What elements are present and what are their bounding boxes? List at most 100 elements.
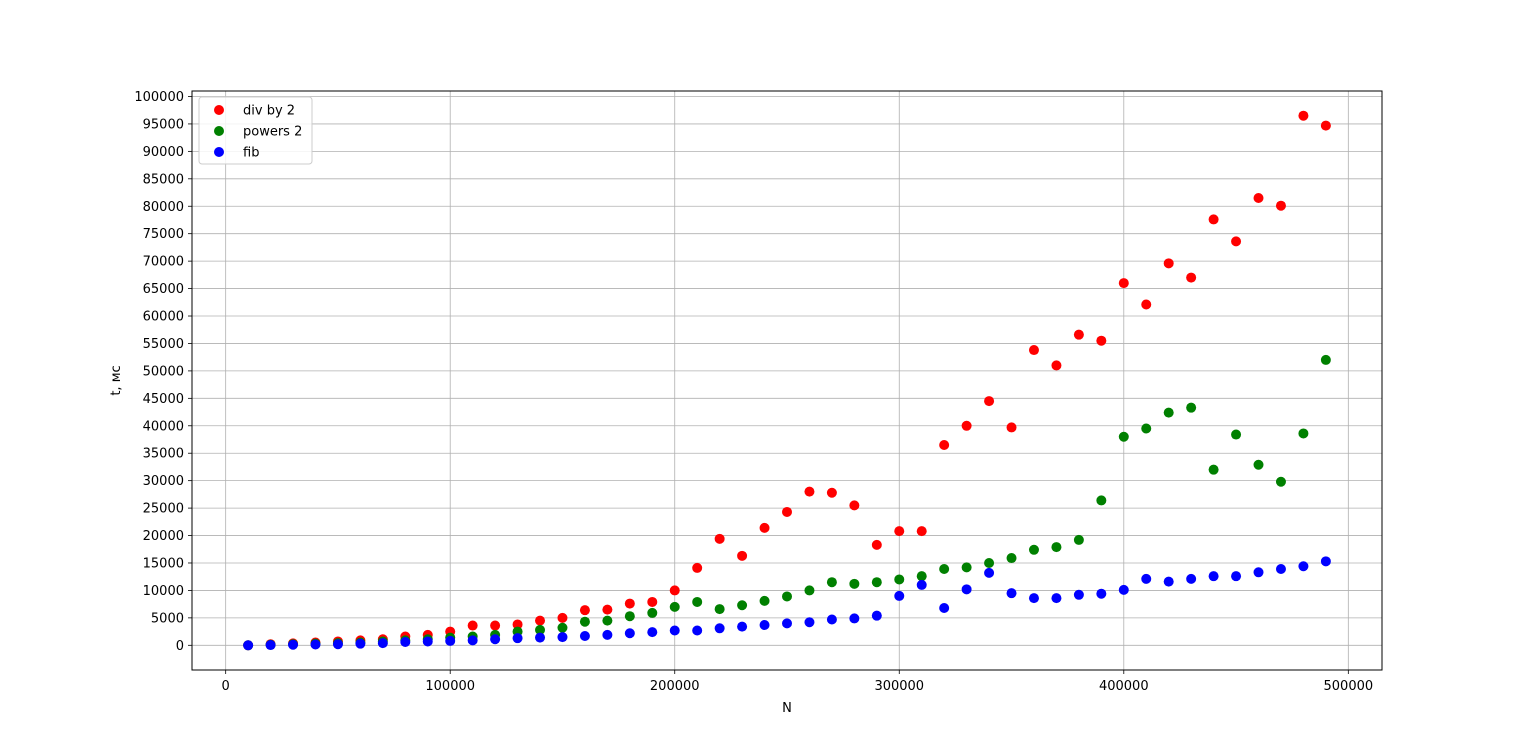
data-point [535, 632, 546, 643]
data-point [1298, 428, 1309, 439]
data-point [759, 522, 770, 533]
data-point [288, 639, 299, 650]
legend-label: powers 2 [243, 125, 302, 140]
data-point [871, 539, 882, 550]
data-point [692, 596, 703, 607]
data-point [1096, 335, 1107, 346]
x-tick-label: 500000 [1324, 679, 1374, 694]
legend: div by 2 powers 2 fib [198, 96, 313, 165]
data-point [984, 557, 995, 568]
data-point [826, 577, 837, 588]
data-point [1028, 345, 1039, 356]
data-point [602, 615, 613, 626]
data-point [1275, 200, 1286, 211]
y-tick-label: 90000 [143, 145, 184, 160]
data-point [804, 617, 815, 628]
x-tick-label: 300000 [874, 679, 924, 694]
data-point [782, 618, 792, 629]
x-tick-label: 0 [222, 679, 230, 694]
data-point [243, 640, 254, 651]
data-point [265, 640, 276, 651]
data-point [1096, 588, 1107, 599]
y-tick-label: 0 [176, 639, 184, 654]
data-point [849, 500, 860, 511]
y-tick-label: 85000 [143, 172, 184, 187]
data-point [782, 591, 792, 602]
data-point [512, 619, 523, 630]
data-point [1320, 556, 1331, 567]
data-point [647, 607, 658, 618]
data-point [1118, 431, 1129, 442]
y-tick-label: 15000 [143, 556, 184, 571]
y-tick-label: 10000 [143, 584, 184, 599]
y-tick-label: 20000 [143, 529, 184, 544]
data-point [1118, 584, 1129, 595]
data-point [535, 615, 546, 626]
y-tick-label: 95000 [143, 117, 184, 132]
data-point [1253, 567, 1264, 578]
data-point [804, 486, 815, 497]
data-point [1186, 573, 1197, 584]
data-point [894, 526, 905, 537]
data-point [1298, 110, 1309, 121]
data-point [669, 585, 680, 596]
data-point [512, 633, 523, 644]
data-point [1028, 593, 1039, 604]
data-point [939, 602, 950, 613]
data-point [1006, 588, 1017, 599]
data-point [939, 564, 950, 575]
data-point [1253, 459, 1264, 470]
data-point [714, 533, 725, 544]
data-point [332, 639, 343, 650]
data-point [759, 619, 770, 630]
y-tick-label: 80000 [143, 200, 184, 215]
data-point [984, 396, 995, 407]
data-point [916, 526, 927, 537]
data-point [1006, 422, 1017, 433]
y-tick-label: 60000 [143, 310, 184, 325]
data-point [1275, 564, 1286, 575]
data-point [961, 584, 972, 595]
data-point [1051, 593, 1062, 604]
data-point [1096, 495, 1107, 506]
data-point [894, 590, 905, 601]
data-point [939, 439, 950, 450]
series-fib [243, 556, 1331, 651]
data-point [1208, 571, 1219, 582]
data-point [400, 637, 411, 648]
data-point [782, 506, 792, 517]
data-point [422, 636, 433, 647]
data-point [1073, 589, 1084, 600]
y-tick-label: 25000 [143, 502, 184, 517]
data-point [737, 600, 748, 611]
legend-marker [214, 105, 224, 115]
y-tick-label: 65000 [143, 282, 184, 297]
data-point [1320, 120, 1331, 131]
data-point [467, 620, 478, 631]
data-point [1320, 354, 1331, 365]
x-tick-label: 400000 [1099, 679, 1149, 694]
y-tick-label: 75000 [143, 227, 184, 242]
data-point [984, 567, 995, 578]
data-point [1231, 429, 1242, 440]
data-point [1208, 464, 1219, 475]
data-point [916, 571, 927, 582]
legend-label: div by 2 [243, 104, 295, 119]
data-point [557, 612, 568, 623]
data-point [692, 625, 703, 636]
data-point [894, 574, 905, 585]
axis-ticks: 0 100000 200000 300000 400000 500000 0 5000 1000… [134, 90, 1373, 694]
data-point [669, 625, 680, 636]
y-tick-label: 30000 [143, 474, 184, 489]
data-point [714, 604, 725, 615]
data-point [1141, 423, 1152, 434]
series-div-by-2 [243, 110, 1331, 651]
legend-label: fib [243, 146, 259, 161]
data-point [871, 577, 882, 588]
data-point [490, 634, 501, 645]
data-point [1208, 214, 1219, 225]
data-point [1118, 278, 1129, 289]
data-point [849, 613, 860, 624]
y-tick-label: 5000 [151, 611, 184, 626]
